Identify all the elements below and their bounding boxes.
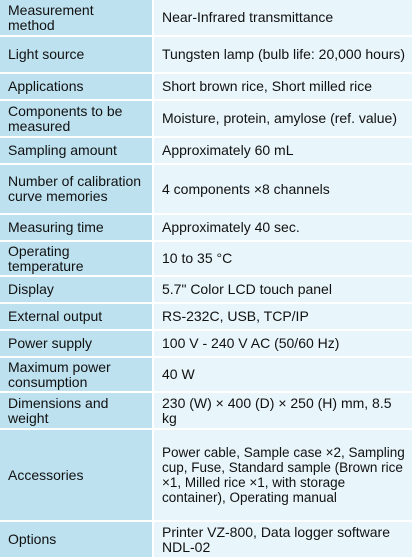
- spec-value-display: 5.7" Color LCD touch panel: [154, 277, 412, 302]
- spec-value-maximum-power-consumption: 40 W: [154, 358, 412, 391]
- spec-label-measuring-time: Measuring time: [0, 215, 152, 240]
- spec-value-measurement-method: Near-Infrared transmittance: [154, 0, 412, 35]
- spec-value-calibration-curve-memories: 4 components ×8 channels: [154, 165, 412, 213]
- spec-label-accessories: Accessories: [0, 430, 152, 520]
- spec-value-power-supply: 100 V - 240 V AC (50/60 Hz): [154, 331, 412, 356]
- spec-label-operating-temperature: Operating temperature: [0, 242, 152, 275]
- spec-value-accessories: Power cable, Sample case ×2, Sampling cu…: [154, 430, 412, 520]
- spec-value-dimensions-weight: 230 (W) × 400 (D) × 250 (H) mm, 8.5 kg: [154, 393, 412, 428]
- spec-label-calibration-curve-memories: Number of calibration curve memories: [0, 165, 152, 213]
- spec-value-sampling-amount: Approximately 60 mL: [154, 138, 412, 163]
- spec-value-options: Printer VZ-800, Data logger software NDL…: [154, 522, 412, 557]
- spec-label-light-source: Light source: [0, 37, 152, 72]
- spec-label-external-output: External output: [0, 304, 152, 329]
- spec-label-dimensions-weight: Dimensions and weight: [0, 393, 152, 428]
- spec-label-display: Display: [0, 277, 152, 302]
- spec-value-components-measured: Moisture, protein, amylose (ref. value): [154, 101, 412, 136]
- spec-label-options: Options: [0, 522, 152, 557]
- spec-label-power-supply: Power supply: [0, 331, 152, 356]
- spec-label-applications: Applications: [0, 74, 152, 99]
- spec-value-measuring-time: Approximately 40 sec.: [154, 215, 412, 240]
- spec-label-measurement-method: Measurement method: [0, 0, 152, 35]
- spec-label-components-measured: Components to be measured: [0, 101, 152, 136]
- spec-label-maximum-power-consumption: Maximum power consumption: [0, 358, 152, 391]
- spec-value-external-output: RS-232C, USB, TCP/IP: [154, 304, 412, 329]
- spec-value-light-source: Tungsten lamp (bulb life: 20,000 hours): [154, 37, 412, 72]
- spec-label-sampling-amount: Sampling amount: [0, 138, 152, 163]
- spec-value-operating-temperature: 10 to 35 °C: [154, 242, 412, 275]
- spec-value-applications: Short brown rice, Short milled rice: [154, 74, 412, 99]
